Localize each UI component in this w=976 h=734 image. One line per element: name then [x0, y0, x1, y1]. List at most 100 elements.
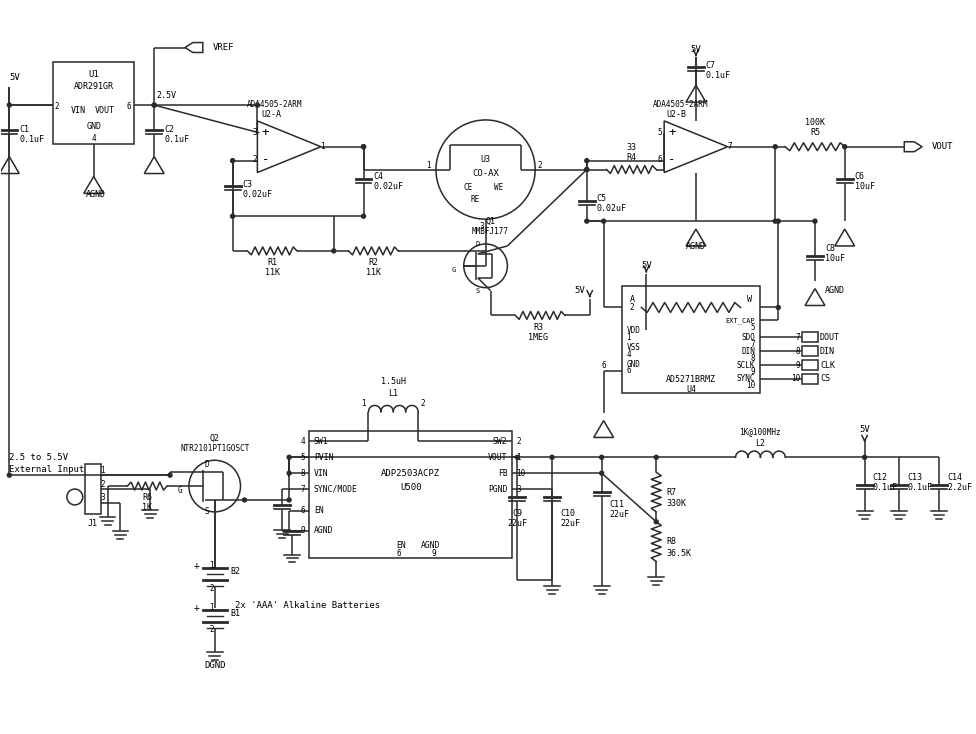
Text: 1: 1	[101, 465, 104, 475]
Text: VOUT: VOUT	[95, 106, 114, 115]
Text: VDD: VDD	[627, 326, 640, 335]
Circle shape	[773, 145, 777, 149]
Text: EN: EN	[314, 506, 324, 515]
Text: EXT_CAP: EXT_CAP	[726, 317, 755, 324]
Text: 6: 6	[396, 549, 401, 558]
Circle shape	[585, 167, 589, 172]
Text: C5: C5	[596, 194, 607, 203]
Text: DOUT: DOUT	[820, 333, 840, 342]
Text: SCLK: SCLK	[737, 360, 755, 369]
Text: 3: 3	[516, 484, 521, 493]
Circle shape	[515, 455, 519, 459]
Text: 0.02uF: 0.02uF	[374, 182, 403, 191]
Text: C4: C4	[374, 172, 384, 181]
Circle shape	[230, 159, 234, 163]
Text: +: +	[194, 562, 200, 572]
Circle shape	[8, 103, 12, 107]
Circle shape	[776, 305, 780, 310]
Circle shape	[152, 103, 156, 107]
Circle shape	[863, 455, 867, 459]
Text: 3: 3	[479, 222, 484, 230]
Text: 1: 1	[210, 603, 214, 611]
Text: R3: R3	[533, 323, 544, 332]
Text: 11K: 11K	[366, 268, 381, 277]
Text: 22uF: 22uF	[610, 510, 630, 520]
Text: 36.5K: 36.5K	[667, 549, 691, 558]
Text: RE: RE	[470, 195, 480, 204]
Text: C6: C6	[855, 172, 865, 181]
Text: GND: GND	[86, 123, 102, 131]
Text: VIN: VIN	[71, 106, 86, 115]
Circle shape	[361, 145, 366, 149]
Bar	[802, 346, 818, 356]
Text: 10: 10	[791, 374, 800, 383]
Text: 9: 9	[751, 368, 755, 377]
Bar	[802, 374, 818, 384]
Text: R8: R8	[667, 537, 676, 546]
Text: 8: 8	[301, 469, 305, 478]
Text: WE: WE	[494, 183, 503, 192]
Text: 11K: 11K	[264, 268, 280, 277]
Text: 0.02uF: 0.02uF	[596, 204, 627, 213]
Text: 100K: 100K	[805, 118, 825, 128]
Bar	[622, 286, 760, 393]
Text: C7: C7	[706, 61, 715, 70]
Text: 5V: 5V	[691, 45, 702, 54]
Text: 8: 8	[751, 354, 755, 363]
Text: 2: 2	[538, 161, 543, 170]
Text: CS: CS	[820, 374, 830, 383]
Text: C1: C1	[20, 126, 29, 134]
Text: 1: 1	[627, 333, 631, 342]
Text: 0.1uF: 0.1uF	[873, 482, 898, 492]
Text: 7: 7	[301, 484, 305, 493]
Text: C13: C13	[908, 473, 922, 482]
Text: C2: C2	[164, 126, 174, 134]
Circle shape	[152, 103, 156, 107]
Text: 4: 4	[92, 134, 96, 143]
Text: 0.02uF: 0.02uF	[242, 190, 272, 199]
Text: 3: 3	[101, 493, 104, 503]
Text: 2: 2	[252, 155, 257, 164]
Circle shape	[230, 214, 234, 218]
Text: CE: CE	[464, 183, 473, 192]
Text: ADA4505-2ARM: ADA4505-2ARM	[653, 100, 709, 109]
Text: 0.1uF: 0.1uF	[908, 482, 932, 492]
Text: ADP2503ACPZ: ADP2503ACPZ	[381, 469, 440, 478]
Text: C3: C3	[242, 180, 253, 189]
Text: 7: 7	[795, 333, 800, 342]
Text: VIN: VIN	[314, 469, 329, 478]
Text: DGND: DGND	[204, 661, 225, 670]
Text: 6: 6	[658, 155, 663, 164]
Text: SW2: SW2	[493, 437, 508, 446]
Circle shape	[168, 473, 172, 477]
Text: W: W	[748, 295, 752, 304]
Text: A: A	[630, 295, 634, 304]
Text: 2x 'AAA' Alkaline Batteries: 2x 'AAA' Alkaline Batteries	[234, 600, 380, 610]
Circle shape	[256, 103, 260, 107]
Text: SDO: SDO	[742, 333, 755, 342]
Text: VOUT: VOUT	[488, 453, 508, 462]
Text: NTR2101PT1GOSCT: NTR2101PT1GOSCT	[180, 444, 250, 453]
Text: Q2: Q2	[210, 434, 220, 443]
Text: 0.1uF: 0.1uF	[20, 135, 44, 145]
Text: 10uF: 10uF	[855, 182, 874, 191]
Text: VREF: VREF	[213, 43, 234, 52]
Text: 2.5 to 5.5V: 2.5 to 5.5V	[10, 453, 68, 462]
Text: G: G	[178, 485, 183, 495]
Text: CO-AX: CO-AX	[472, 169, 499, 178]
Text: 1: 1	[426, 161, 430, 170]
Circle shape	[287, 498, 291, 502]
Text: C10: C10	[560, 509, 575, 518]
Text: 1.5uH: 1.5uH	[381, 377, 406, 386]
Text: 2: 2	[55, 101, 60, 111]
Text: C12: C12	[873, 473, 887, 482]
Text: S: S	[204, 507, 209, 516]
Text: 6: 6	[301, 506, 305, 515]
Text: 9: 9	[301, 526, 305, 535]
Text: +: +	[262, 126, 269, 139]
Text: L1: L1	[388, 389, 398, 399]
Text: R4: R4	[627, 153, 636, 162]
Text: 22uF: 22uF	[508, 519, 527, 528]
Text: U2-B: U2-B	[666, 111, 686, 120]
Text: U3: U3	[480, 155, 491, 164]
